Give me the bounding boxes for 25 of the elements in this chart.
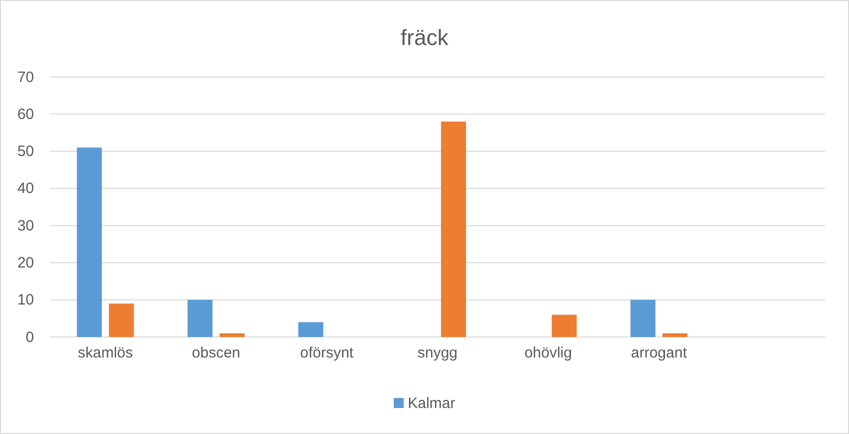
y-tick-label: 70 xyxy=(17,68,34,86)
chart-title: fräck xyxy=(400,25,450,50)
y-tick-label: 60 xyxy=(17,106,34,123)
y-tick-label: 10 xyxy=(17,292,34,309)
bar xyxy=(552,314,577,337)
x-tick-label: oförsynt xyxy=(300,344,354,362)
y-tick-label: 20 xyxy=(17,254,34,272)
bar xyxy=(76,148,102,337)
bar xyxy=(298,322,324,337)
x-tick-label: snygg xyxy=(417,344,458,362)
y-tick-label: 0 xyxy=(26,328,34,346)
bar xyxy=(188,300,213,337)
y-tick-label: 40 xyxy=(17,180,34,198)
x-tick-label: skamlös xyxy=(78,344,133,362)
x-tick-label: ohövlig xyxy=(524,344,572,362)
x-tick-label: arrogant xyxy=(630,344,688,362)
bar xyxy=(108,304,134,337)
y-tick-label: 50 xyxy=(17,143,34,160)
bar xyxy=(441,122,466,337)
x-tick-label: obscen xyxy=(192,344,240,362)
legend-label: Kalmar xyxy=(408,395,456,412)
bar xyxy=(630,300,656,337)
bar xyxy=(220,333,245,337)
y-tick-label: 30 xyxy=(17,217,34,234)
bar xyxy=(662,333,688,337)
